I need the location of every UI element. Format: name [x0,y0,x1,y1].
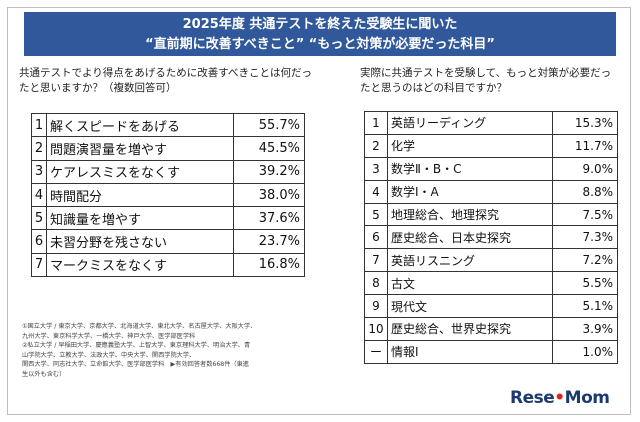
item-cell: 知識量を増やす [46,206,234,231]
item-cell: 時間配分 [46,182,234,208]
item-cell: 歴史総合、日本史探究 [387,225,553,250]
percent-cell: 7.2% [552,248,618,273]
table-row: 8 古文 5.5% [364,271,618,296]
subject-ranking-table: 1 英語リーディング 15.3% 2 化学 11.7% 3 数学Ⅱ・B・C 9.0% 4 数学Ⅰ・A… [364,111,618,364]
rank-cell: 2 [31,136,47,161]
percent-cell: 55.7% [233,112,305,138]
item-cell: 現代文 [387,294,553,319]
table-row: 4 時間配分 38.0% [31,182,305,208]
percent-cell: 7.5% [552,202,618,227]
footnote-line: 山学院大学、立教大学、法政大学、中央大学、関西学院大学、 [22,351,196,359]
percent-cell: 1.0% [552,339,618,364]
footnote-line: 生以外も含む） [22,370,66,378]
rank-cell: 9 [364,294,388,319]
item-cell: 歴史総合、世界史探究 [387,317,553,341]
item-cell: ケアレスミスをなくす [46,159,234,184]
percent-cell: 45.5% [233,136,305,161]
percent-cell: 39.2% [233,159,305,184]
percent-cell: 16.8% [233,252,305,278]
percent-cell: 5.1% [552,294,618,319]
logo-dot: • [554,388,565,408]
rank-cell: 3 [364,156,388,181]
rank-cell: 5 [31,206,47,231]
table-row: 10 歴史総合、世界史探究 3.9% [364,317,618,341]
table-row: 2 問題演習量を増やす 45.5% [31,136,305,161]
resemom-logo: Rese•Mom [510,388,610,408]
rank-cell: 5 [364,202,388,227]
table-row: 5 地理総合、地理探究 7.5% [364,202,618,227]
item-cell: 化学 [387,133,553,158]
footnote-line: ②私立大学 / 早稲田大学、慶應義塾大学、上智大学、東京理科大学、明治大学、青 [22,342,251,350]
percent-cell: 5.5% [552,271,618,296]
table-row: 3 ケアレスミスをなくす 39.2% [31,159,305,184]
rank-cell: 8 [364,271,388,296]
right-question: 実際に共通テストを受験して、もっと対策が必要だったと思うのはどの科目ですか？ [360,67,612,94]
rank-cell: 3 [31,159,47,184]
item-cell: 情報Ⅰ [387,339,553,364]
footnote-line: ①国立大学 / 東京大学、京都大学、北海道大学、東北大学、名古屋大学、大阪大学、 [22,323,257,330]
table-row: 6 未習分野を残さない 23.7% [31,229,305,254]
percent-cell: 23.7% [233,229,305,254]
percent-cell: 7.3% [552,225,618,250]
rank-cell: 4 [31,182,47,208]
rank-cell: 1 [364,111,388,135]
title-banner: 2025年度 共通テストを終えた受験生に聞いた “直前期に改善すべきこと” “も… [24,12,616,56]
table-row: 3 数学Ⅱ・B・C 9.0% [364,156,618,181]
table-row: 1 英語リーディング 15.3% [364,111,618,135]
rank-cell: 1 [31,112,47,138]
percent-cell: 3.9% [552,317,618,341]
item-cell: 英語リスニング [387,248,553,273]
rank-cell: 2 [364,133,388,158]
rank-cell: 10 [364,317,388,341]
percent-cell: 8.8% [552,179,618,204]
rank-cell: 6 [364,225,388,250]
item-cell: 解くスピードをあげる [46,112,234,138]
item-cell: 地理総合、地理探究 [387,202,553,227]
footnote-line: 九州大学、東京科学大学、一橋大学、神戸大学、医学部医学科 [22,332,196,340]
footnote: ①国立大学 / 東京大学、京都大学、北海道大学、東北大学、名古屋大学、大阪大学、… [22,322,342,380]
table-row: 5 知識量を増やす 37.6% [31,206,305,231]
table-row: 1 解くスピードをあげる 55.7% [31,112,305,138]
table-row: 2 化学 11.7% [364,133,618,158]
item-cell: 数学Ⅱ・B・C [387,156,553,181]
percent-cell: 37.6% [233,206,305,231]
percent-cell: 9.0% [552,156,618,181]
percent-cell: 11.7% [552,133,618,158]
table-row: 9 現代文 5.1% [364,294,618,319]
logo-part-1: Rese [510,388,555,408]
improvement-ranking-table: 1 解くスピードをあげる 55.7% 2 問題演習量を増やす 45.5% 3 ケアレスミスをな… [31,112,305,278]
item-cell: マークミスをなくす [46,252,234,278]
table-row: 7 マークミスをなくす 16.8% [31,252,305,278]
rank-cell: 6 [31,229,47,254]
table-row: 4 数学Ⅰ・A 8.8% [364,179,618,204]
table-row: 7 英語リスニング 7.2% [364,248,618,273]
item-cell: 未習分野を残さない [46,229,234,254]
title-line-1: 2025年度 共通テストを終えた受験生に聞いた [182,17,458,32]
item-cell: 古文 [387,271,553,296]
table-row: 6 歴史総合、日本史探究 7.3% [364,225,618,250]
rank-cell: 7 [364,248,388,273]
rank-cell: 7 [31,252,47,278]
item-cell: 数学Ⅰ・A [387,179,553,204]
percent-cell: 38.0% [233,182,305,208]
item-cell: 英語リーディング [387,111,553,135]
title-line-2: “直前期に改善すべきこと” “もっと対策が必要だった科目” [145,37,495,52]
percent-cell: 15.3% [552,111,618,135]
footnote-line: 関西大学、同志社大学、立命館大学、医学部医学科 ▶有効回答者数668件（東進 [22,361,249,369]
item-cell: 問題演習量を増やす [46,136,234,161]
rank-cell: 4 [364,179,388,204]
table-row: ー情報Ⅰ 1.0% [364,339,618,364]
logo-part-2: Mom [564,388,610,408]
rank-cell: ー [364,339,388,364]
left-question: 共通テストでより得点をあげるために改善すべきことは何だったと思いますか？（複数回… [19,67,313,94]
